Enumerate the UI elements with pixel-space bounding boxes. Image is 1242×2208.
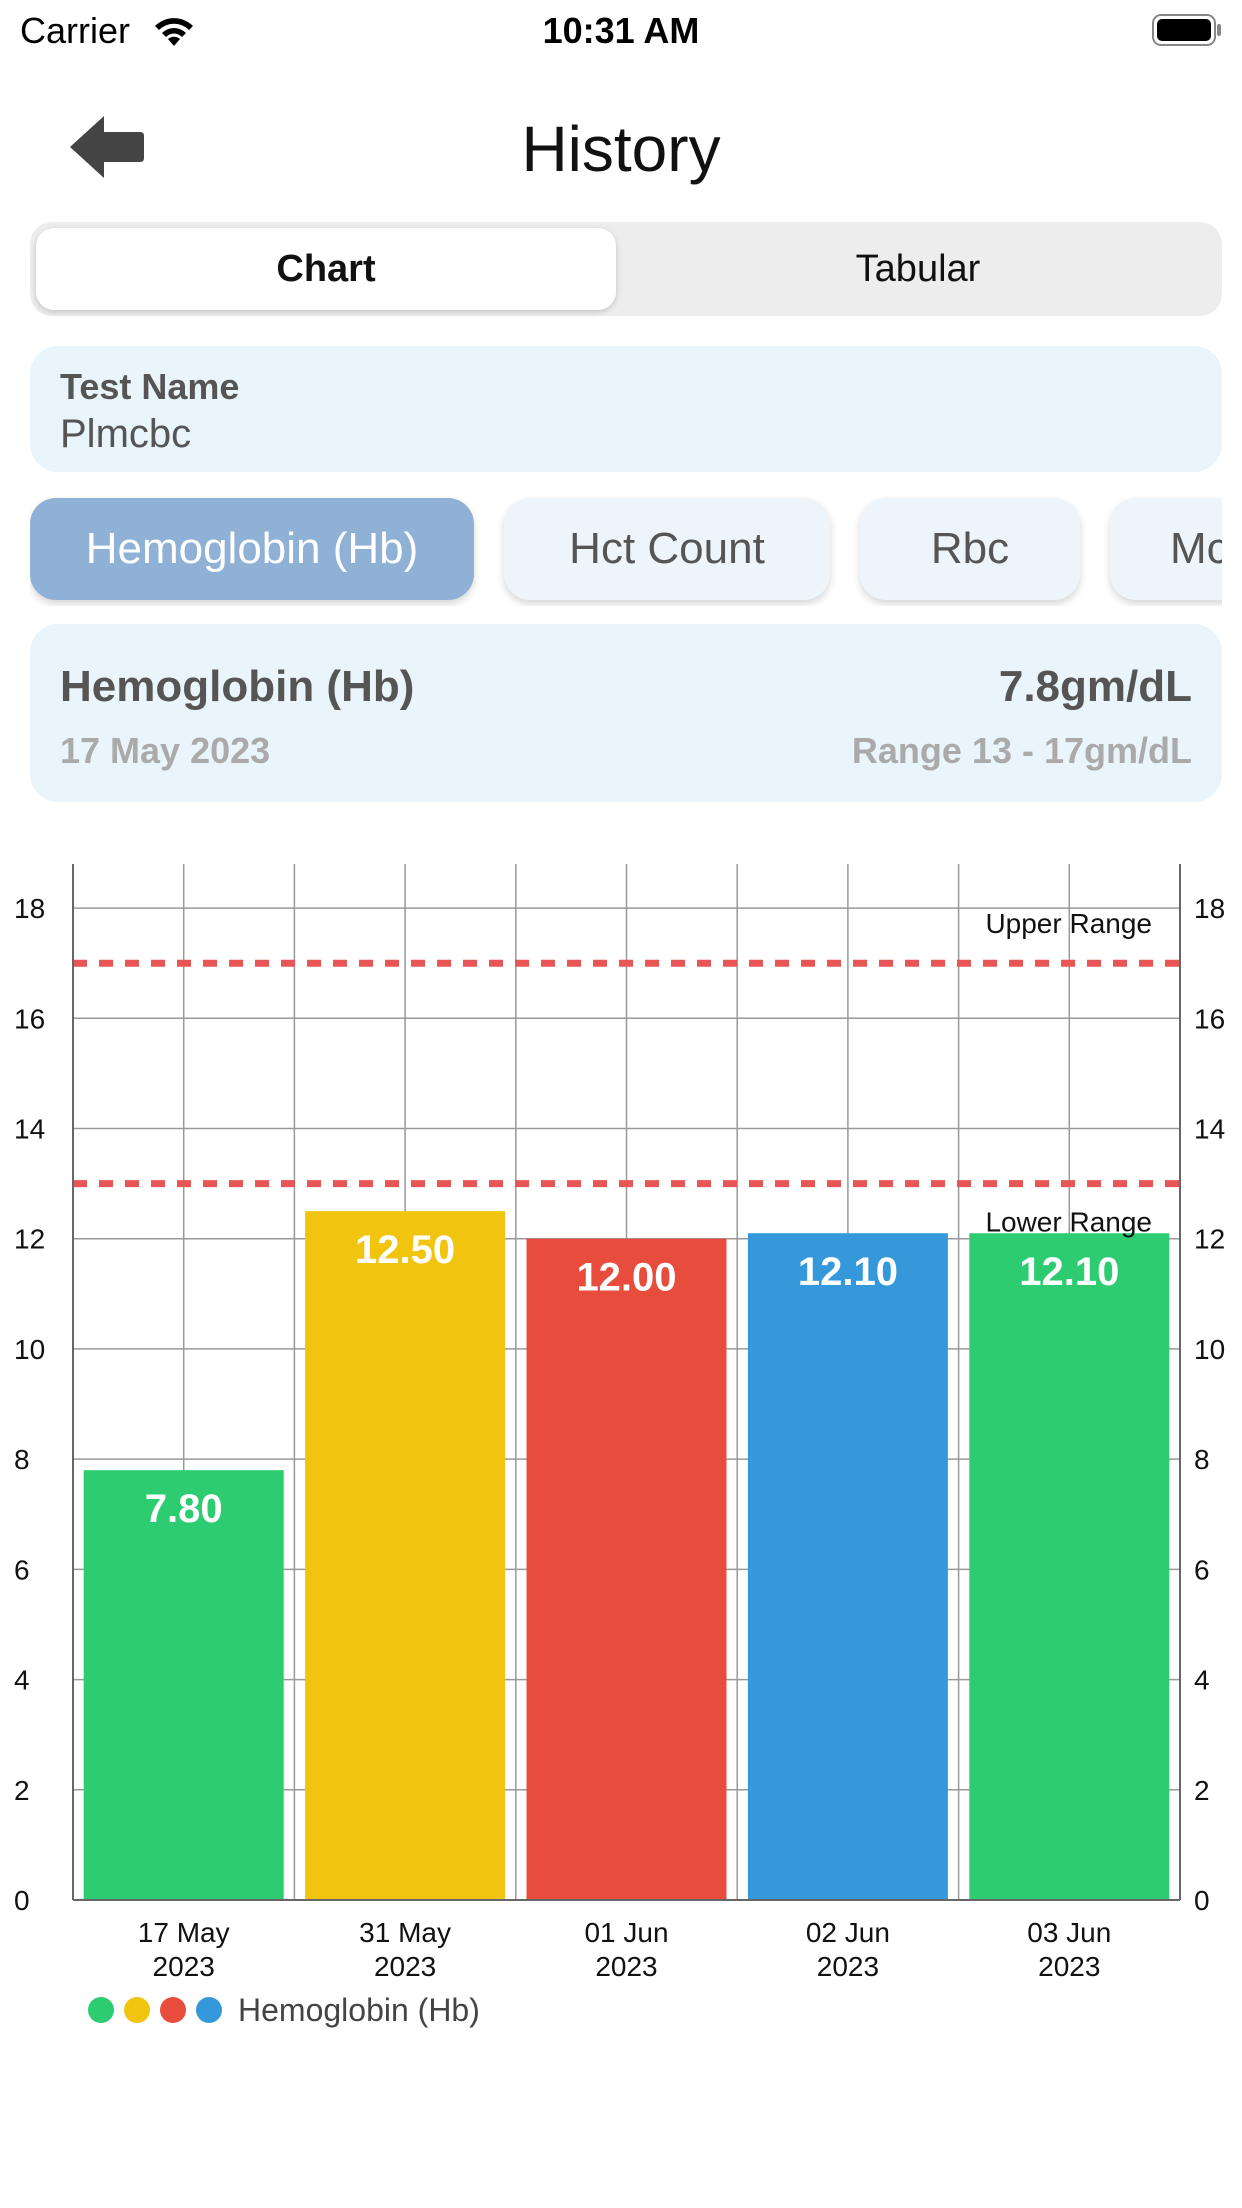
y-tick-label-left: 4 [14, 1665, 30, 1696]
y-tick-label-right: 4 [1194, 1665, 1210, 1696]
segment-chart[interactable]: Chart [36, 228, 616, 310]
status-time: 10:31 AM [542, 10, 700, 51]
bar-value-label: 7.80 [145, 1487, 223, 1531]
tab-hct-count[interactable]: Hct Count [504, 498, 830, 600]
y-tick-label-left: 10 [14, 1334, 45, 1365]
parameter-tabs: Hemoglobin (Hb) Hct Count Rbc Mcv [30, 496, 1222, 606]
tab-mcv[interactable]: Mcv [1110, 498, 1222, 600]
bar [747, 1233, 948, 1900]
y-tick-label-right: 14 [1194, 1114, 1225, 1145]
result-range: Range 13 - 17gm/dL [851, 730, 1192, 771]
y-tick-label-left: 8 [14, 1444, 30, 1475]
status-bar: Carrier 10:31 AM [0, 0, 1242, 64]
x-tick-label: 2023 [595, 1951, 657, 1982]
legend-swatch [88, 1997, 114, 2023]
y-tick-label-left: 18 [14, 893, 45, 924]
result-value: 7.8gm/dL [998, 662, 1192, 711]
result-date: 17 May 2023 [60, 730, 271, 771]
y-tick-label-left: 6 [14, 1554, 30, 1585]
selected-result-card: Hemoglobin (Hb) 7.8gm/dL 17 May 2023 Ran… [30, 624, 1222, 802]
bar [969, 1233, 1170, 1900]
bar [83, 1470, 284, 1900]
bar-value-label: 12.10 [1019, 1250, 1119, 1294]
bar [305, 1211, 506, 1900]
legend-swatch [124, 1997, 150, 2023]
x-tick-label: 2023 [153, 1951, 215, 1982]
x-tick-label: 2023 [374, 1951, 436, 1982]
y-tick-label-right: 18 [1194, 893, 1225, 924]
battery-icon [1152, 14, 1221, 46]
carrier-label: Carrier [20, 10, 131, 51]
y-tick-label-right: 12 [1194, 1224, 1225, 1255]
bar [526, 1238, 727, 1900]
legend-swatch [196, 1997, 222, 2023]
y-tick-label-left: 12 [14, 1224, 45, 1255]
y-tick-label-right: 8 [1194, 1444, 1210, 1475]
back-button[interactable] [66, 112, 146, 182]
legend-label: Hemoglobin (Hb) [238, 1992, 480, 2028]
legend-swatch [160, 1997, 186, 2023]
segment-tabular[interactable]: Tabular [855, 248, 981, 290]
wifi-icon [155, 18, 193, 46]
bar-value-label: 12.50 [355, 1228, 455, 1272]
y-tick-label-right: 10 [1194, 1334, 1225, 1365]
page-title: History [521, 113, 721, 185]
x-tick-label: 03 Jun [1027, 1917, 1111, 1948]
y-tick-label-left: 2 [14, 1775, 30, 1806]
back-arrow-icon [70, 116, 144, 178]
y-tick-label-right: 16 [1194, 1003, 1225, 1034]
x-tick-label: 2023 [1038, 1951, 1100, 1982]
x-tick-label: 17 May [138, 1917, 230, 1948]
x-tick-label: 2023 [817, 1951, 879, 1982]
view-segmented-control: Chart Tabular [30, 222, 1222, 316]
y-tick-label-left: 16 [14, 1003, 45, 1034]
bar-value-label: 12.00 [576, 1256, 676, 1300]
y-tick-label-right: 6 [1194, 1554, 1210, 1585]
bar-value-label: 12.10 [798, 1250, 898, 1294]
result-name: Hemoglobin (Hb) [60, 662, 415, 711]
x-tick-label: 01 Jun [584, 1917, 668, 1948]
x-tick-label: 31 May [359, 1917, 451, 1948]
y-tick-label-left: 14 [14, 1114, 45, 1145]
x-tick-label: 02 Jun [806, 1917, 890, 1948]
test-name-value: Plmcbc [60, 412, 192, 456]
limit-line-label: Lower Range [985, 1207, 1152, 1238]
tab-rbc[interactable]: Rbc [860, 498, 1080, 600]
y-tick-label-left: 0 [14, 1885, 30, 1916]
tab-hemoglobin[interactable]: Hemoglobin (Hb) [30, 498, 474, 600]
y-tick-label-right: 0 [1194, 1885, 1210, 1916]
test-name-card: Test Name Plmcbc [30, 346, 1222, 472]
y-tick-label-right: 2 [1194, 1775, 1210, 1806]
limit-line-label: Upper Range [985, 908, 1152, 939]
test-name-label: Test Name [60, 366, 240, 407]
history-bar-chart: 0 0 2 2 4 4 6 6 8 8 10 10 12 12 14 14 16 16 18 18 7.80 17 May… [14, 864, 1225, 2028]
